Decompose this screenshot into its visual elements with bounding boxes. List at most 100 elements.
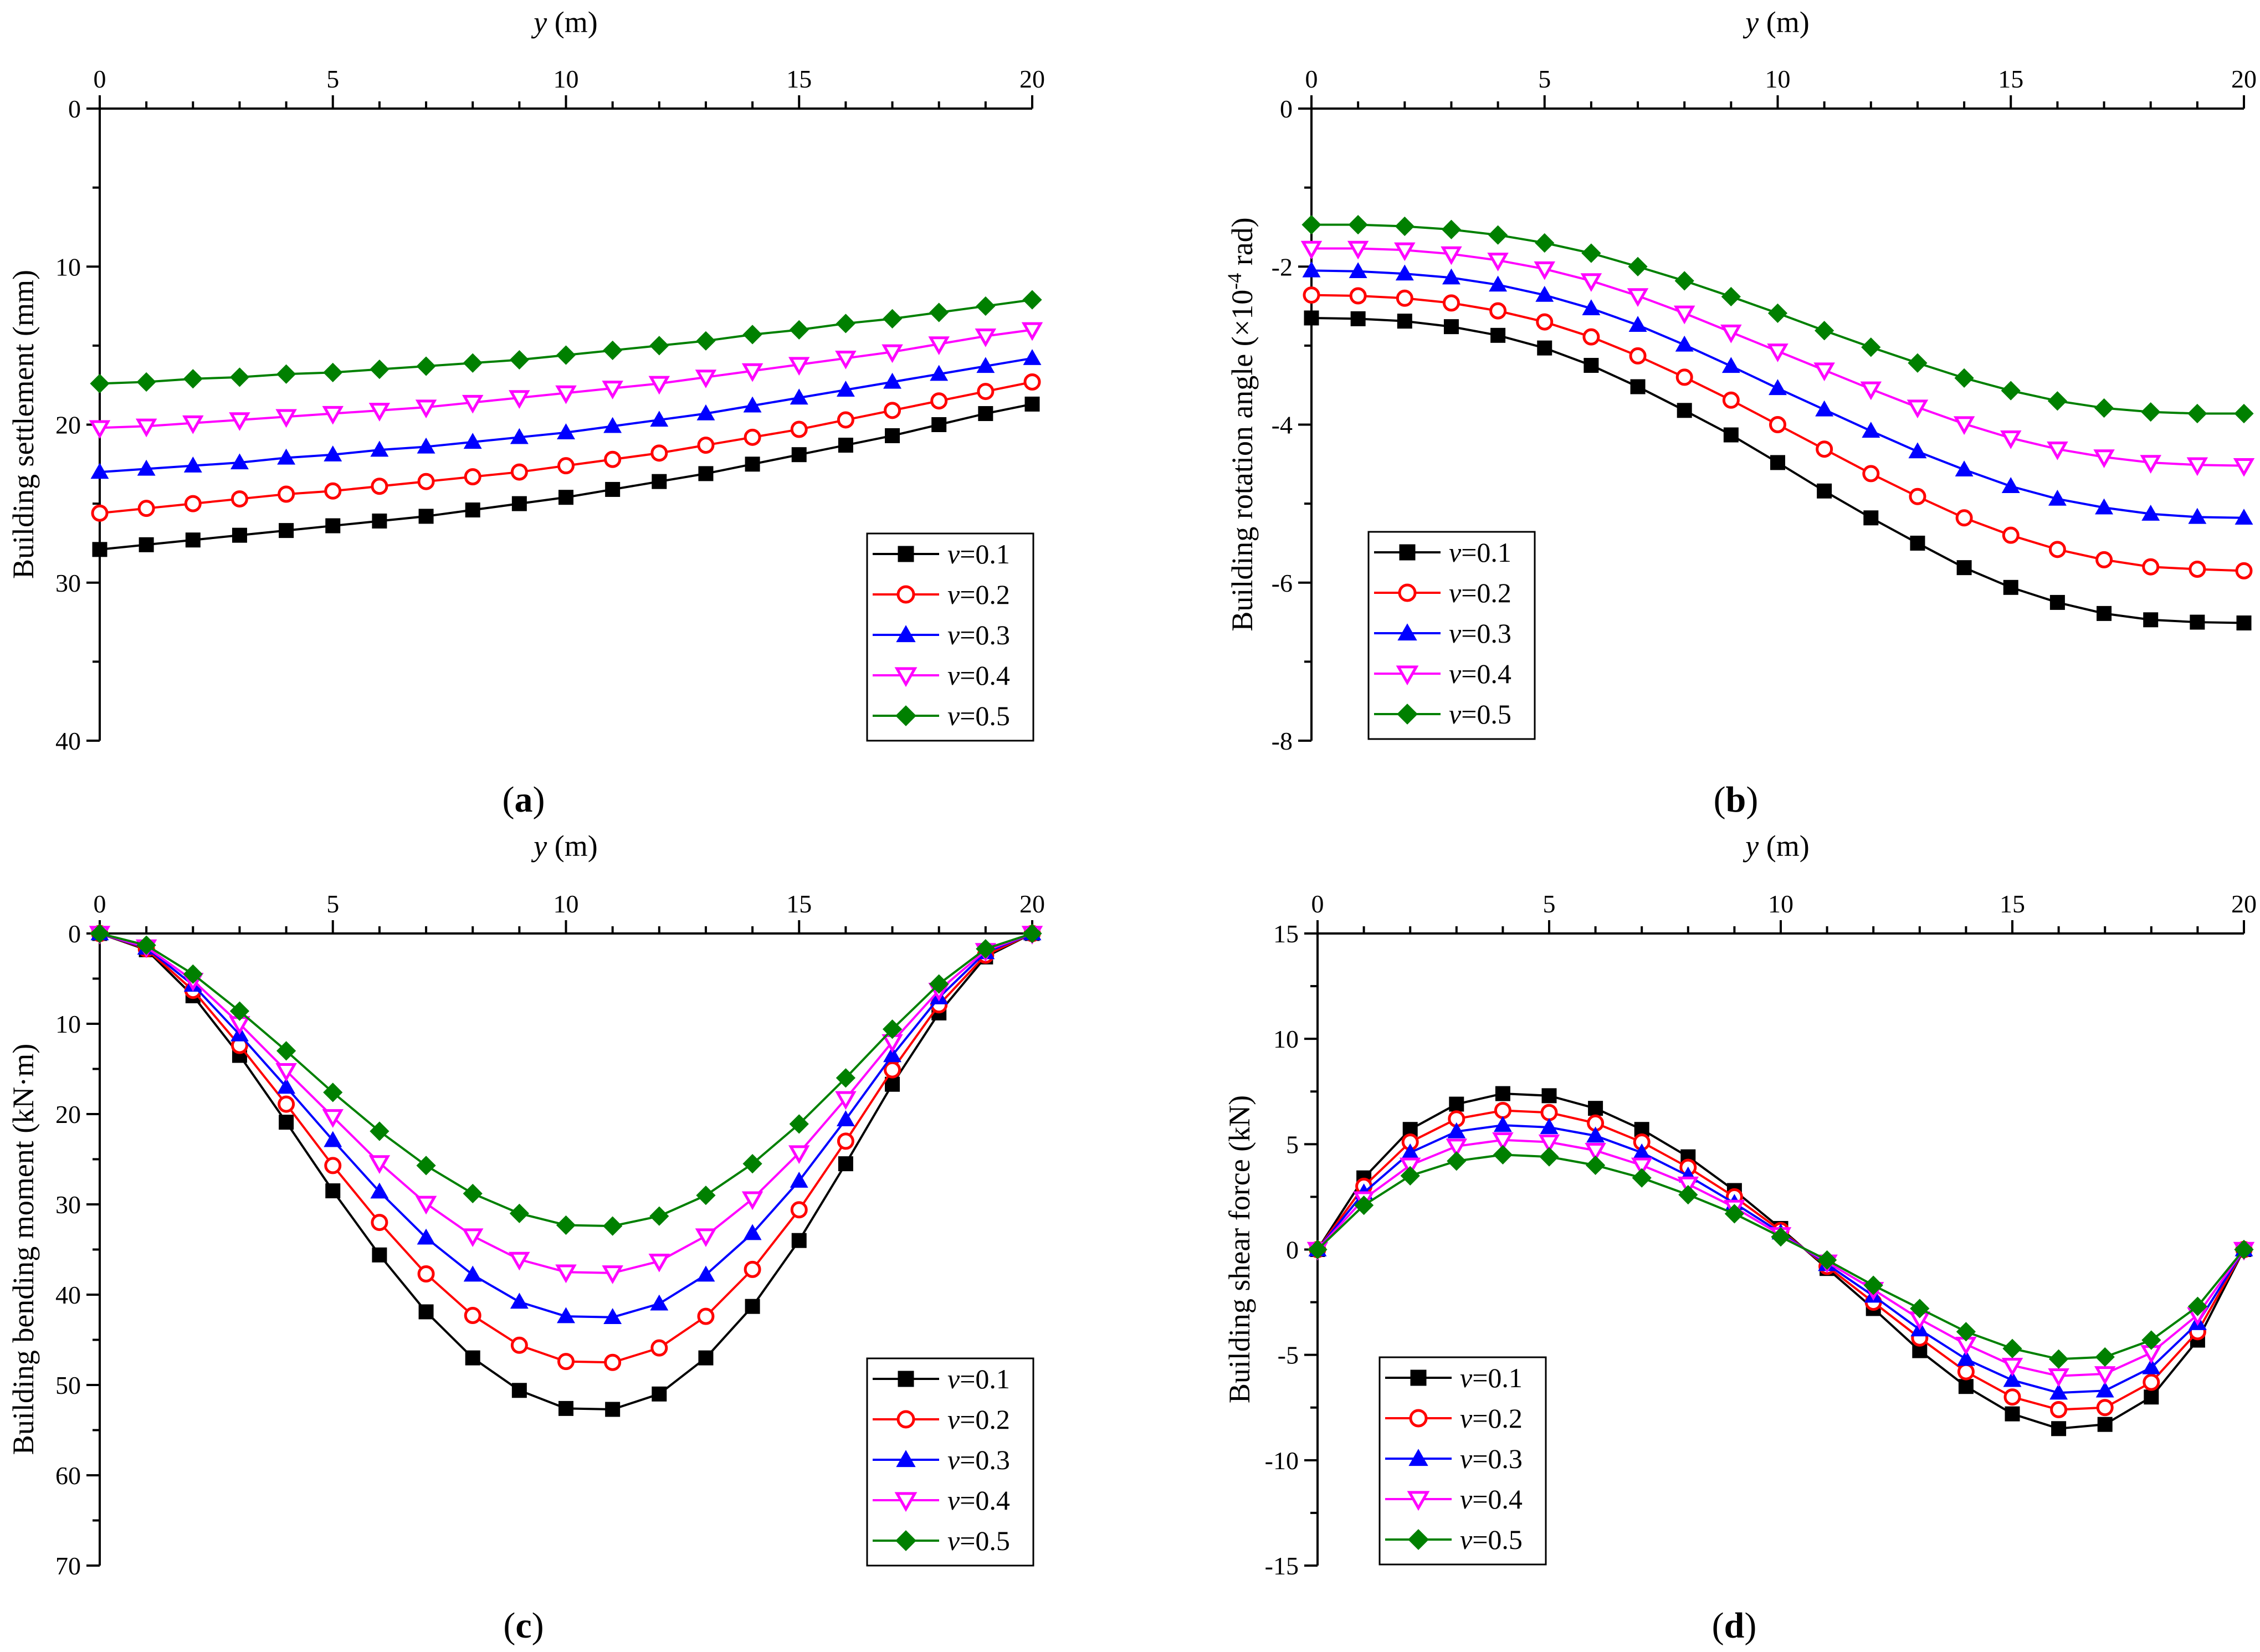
legend-symbol: v [1449,658,1462,689]
y-tick-label: -8 [1272,727,1293,755]
data-point [557,423,575,439]
data-point [649,1206,669,1226]
data-point [2141,1330,2161,1350]
data-point [837,411,854,429]
data-point [698,466,714,481]
data-point [2234,403,2254,424]
data-point [1354,1196,1374,1215]
series-v-0_5 [1301,215,2254,424]
legend-item: v=0.2 [873,1404,1010,1435]
data-point [1720,324,1742,343]
data-point [1910,535,1925,551]
data-point [650,1294,669,1311]
data-point [882,344,903,363]
data-point [2003,579,2018,595]
data-point [2141,402,2161,422]
data-point [276,364,296,384]
data-point [511,496,527,511]
data-point [1495,1086,1510,1101]
series-v-0_4 [89,322,1043,439]
y-axis-title: Building settlement (mm) [7,270,40,579]
legend-label: v=0.2 [1449,577,1511,608]
legend-label: v=0.3 [947,619,1010,650]
data-point [1536,313,1554,331]
data-point [1349,262,1367,279]
y-tick-label: 15 [1273,920,1299,948]
x-tick-label: 10 [554,890,579,918]
data-point [1539,1147,1559,1167]
data-point [1024,396,1040,412]
data-point [1538,1134,1560,1153]
data-point [650,444,668,462]
data-point [1400,1166,1420,1186]
caption-close: ) [532,1605,544,1646]
data-point [1721,357,1740,373]
panel-caption: (a) [503,779,545,820]
data-point [510,1336,528,1354]
data-point [558,1400,573,1416]
data-point [557,1353,575,1371]
caption-open: ( [503,779,515,820]
y-tick-label: -5 [1278,1341,1299,1369]
data-point [604,1353,622,1371]
x-axis-title: y (m) [531,829,597,863]
data-point [1348,215,1368,235]
data-point [696,331,716,351]
data-point [1908,442,1927,459]
data-point [371,1214,388,1232]
legend-value: =0.3 [1472,1443,1523,1474]
data-point [2095,1347,2115,1367]
legend-symbol: v [947,660,960,691]
legend-value: =0.2 [960,1404,1010,1435]
data-point [2047,442,2068,460]
data-point [838,1156,853,1172]
legend-marker-icon [896,1410,915,1429]
data-point [603,417,622,433]
y-tick-label: 5 [1286,1130,1299,1158]
data-point [185,532,201,548]
series-v-0_1 [92,396,1040,557]
data-point [603,1216,623,1236]
data-point [370,360,390,379]
data-point [1493,1145,1513,1164]
data-point [652,1386,667,1402]
data-point [184,495,202,512]
legend-marker-icon [896,585,915,604]
data-point [558,490,573,505]
legend-item: v=0.4 [873,1485,1010,1516]
data-point [324,445,342,461]
data-point [417,1228,435,1245]
data-point [324,1131,342,1147]
data-point [1907,399,1929,419]
legend-value: =0.1 [1461,537,1511,568]
x-axis-unit: (m) [547,6,597,39]
data-point [555,1264,577,1284]
data-point [2093,449,2115,468]
y-tick-label: 10 [55,253,81,281]
legend-marker-icon [1398,583,1417,602]
data-point [1863,1275,1883,1295]
data-point [1770,455,1785,470]
data-point [2140,455,2161,474]
data-point [230,490,248,508]
data-point [1958,1379,1974,1394]
data-point [1861,337,1881,357]
data-point [463,1183,483,1204]
data-point [1581,243,1601,263]
data-point [1955,460,1974,476]
data-point [1540,1104,1558,1121]
legend-item: v=0.1 [1374,537,1511,568]
data-point [1487,253,1509,271]
panel-caption: (c) [503,1605,544,1646]
legend-frame [1378,1356,1547,1566]
legend-value: =0.3 [960,619,1010,650]
data-point [2142,558,2160,576]
legend-value: =0.1 [960,1363,1010,1394]
y-tick-label: 30 [55,569,81,597]
data-point [1494,1101,1511,1119]
data-point [978,406,993,422]
y-axis-title: Building bending moment (kN·m) [7,1044,40,1455]
caption-open: ( [503,1605,515,1646]
x-tick-label: 0 [1305,65,1318,93]
data-point [557,1307,575,1323]
